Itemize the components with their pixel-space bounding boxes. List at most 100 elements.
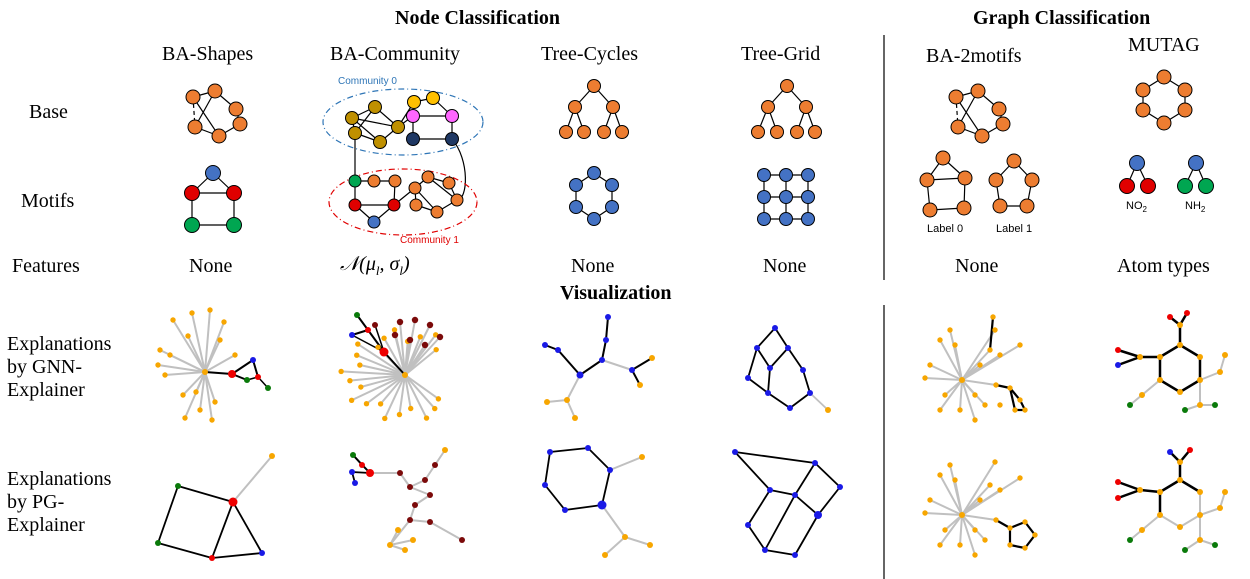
graph-edge [204,309,211,373]
graph-edge [756,347,771,369]
graph-node [187,119,203,135]
graph-node [388,174,402,188]
graph-node [942,527,948,533]
graph-node [185,89,201,105]
graph-node [207,307,213,313]
graph-node [1197,537,1203,543]
graph-edge [1159,378,1181,394]
graph-edge [367,329,385,353]
community-1-ellipse [328,168,478,236]
graph-edge [1141,379,1161,396]
row-gnn-explainer: Explanations by GNN- Explainer [7,333,112,401]
no2-label: NO2 [1126,200,1147,215]
graph-node [1177,178,1193,194]
graph-edge [817,486,841,516]
graph-edge [939,339,963,381]
graph-node [1024,172,1040,188]
graph-edge [157,485,179,544]
graph-node [787,405,793,411]
graph-node [406,336,414,344]
graph-edge [199,371,206,411]
graph-edge [1117,480,1141,492]
graph-node [959,512,965,518]
graph-node [801,168,815,182]
graph-node [421,170,435,184]
graph-edge [764,494,796,551]
column-ba-2motifs: BA-2motifs [926,45,1022,67]
graph-edge [747,524,766,551]
graph-node [255,374,261,380]
graph-node [363,401,370,407]
graph-node [205,165,221,181]
graph-edge [191,312,206,373]
graph-node [433,346,439,353]
graph-node [587,166,601,180]
graph-node [367,215,381,229]
graph-node [350,452,356,458]
graph-edge [1024,521,1036,536]
graph-node [801,212,815,226]
graph-node [615,125,629,139]
graph-node [1197,512,1203,518]
graph-node [972,417,978,423]
graph-node [952,342,958,348]
community-0-label: Community 0 [338,76,397,87]
graph-edge [955,96,959,128]
graph-node [228,497,238,507]
graph-node [937,542,943,548]
graph-node [1177,524,1183,530]
header-visualization: Visualization [560,282,672,304]
column-tree-cycles: Tree-Cycles [541,43,639,65]
graph-node [602,552,608,558]
graph-node [232,116,248,132]
graph-edge [1117,348,1141,359]
graph-node [992,459,998,465]
graph-node [417,334,423,340]
graph-edge [1179,478,1201,494]
graph-node [1012,407,1018,413]
graph-edge [1199,507,1221,516]
graph-node [155,540,161,546]
graph-node [402,547,408,553]
graph-edge [398,374,406,415]
graph-edge [961,514,997,521]
graph-node [808,125,822,139]
graph-node [825,407,831,413]
graph-node [987,347,993,353]
graph-node [1135,102,1151,118]
graph-edge [404,339,411,376]
graph-node [977,362,983,368]
graph-node [992,327,998,333]
graph-node [406,132,420,146]
graph-node [445,132,459,146]
graph-edge [1179,514,1201,528]
graph-edge [182,371,206,396]
graph-node [1182,407,1188,413]
graph-node [348,126,362,140]
graph-node [762,547,768,553]
graph-node [922,510,928,516]
graph-node [937,472,943,478]
graph-node [790,125,804,139]
graph-node [1022,519,1028,525]
graph-node [1177,389,1183,395]
graph-node [800,367,806,373]
graph-node [587,212,601,226]
graph-edge [787,347,804,371]
graph-node [1115,479,1121,485]
graph-edge [379,374,406,405]
graph-edge [954,344,963,381]
graph-node [576,371,584,379]
graph-node [1212,542,1218,548]
graph-node [937,337,943,343]
graph-node [647,542,653,548]
graph-node [972,392,978,398]
graph-edge [961,349,991,381]
graph-node [408,181,422,195]
graph-node [459,537,465,543]
graph-node [745,522,751,528]
graph-node [184,217,200,233]
nh2-label: NH2 [1185,200,1206,215]
graph-node [1129,155,1145,171]
graph-edge [192,96,220,137]
